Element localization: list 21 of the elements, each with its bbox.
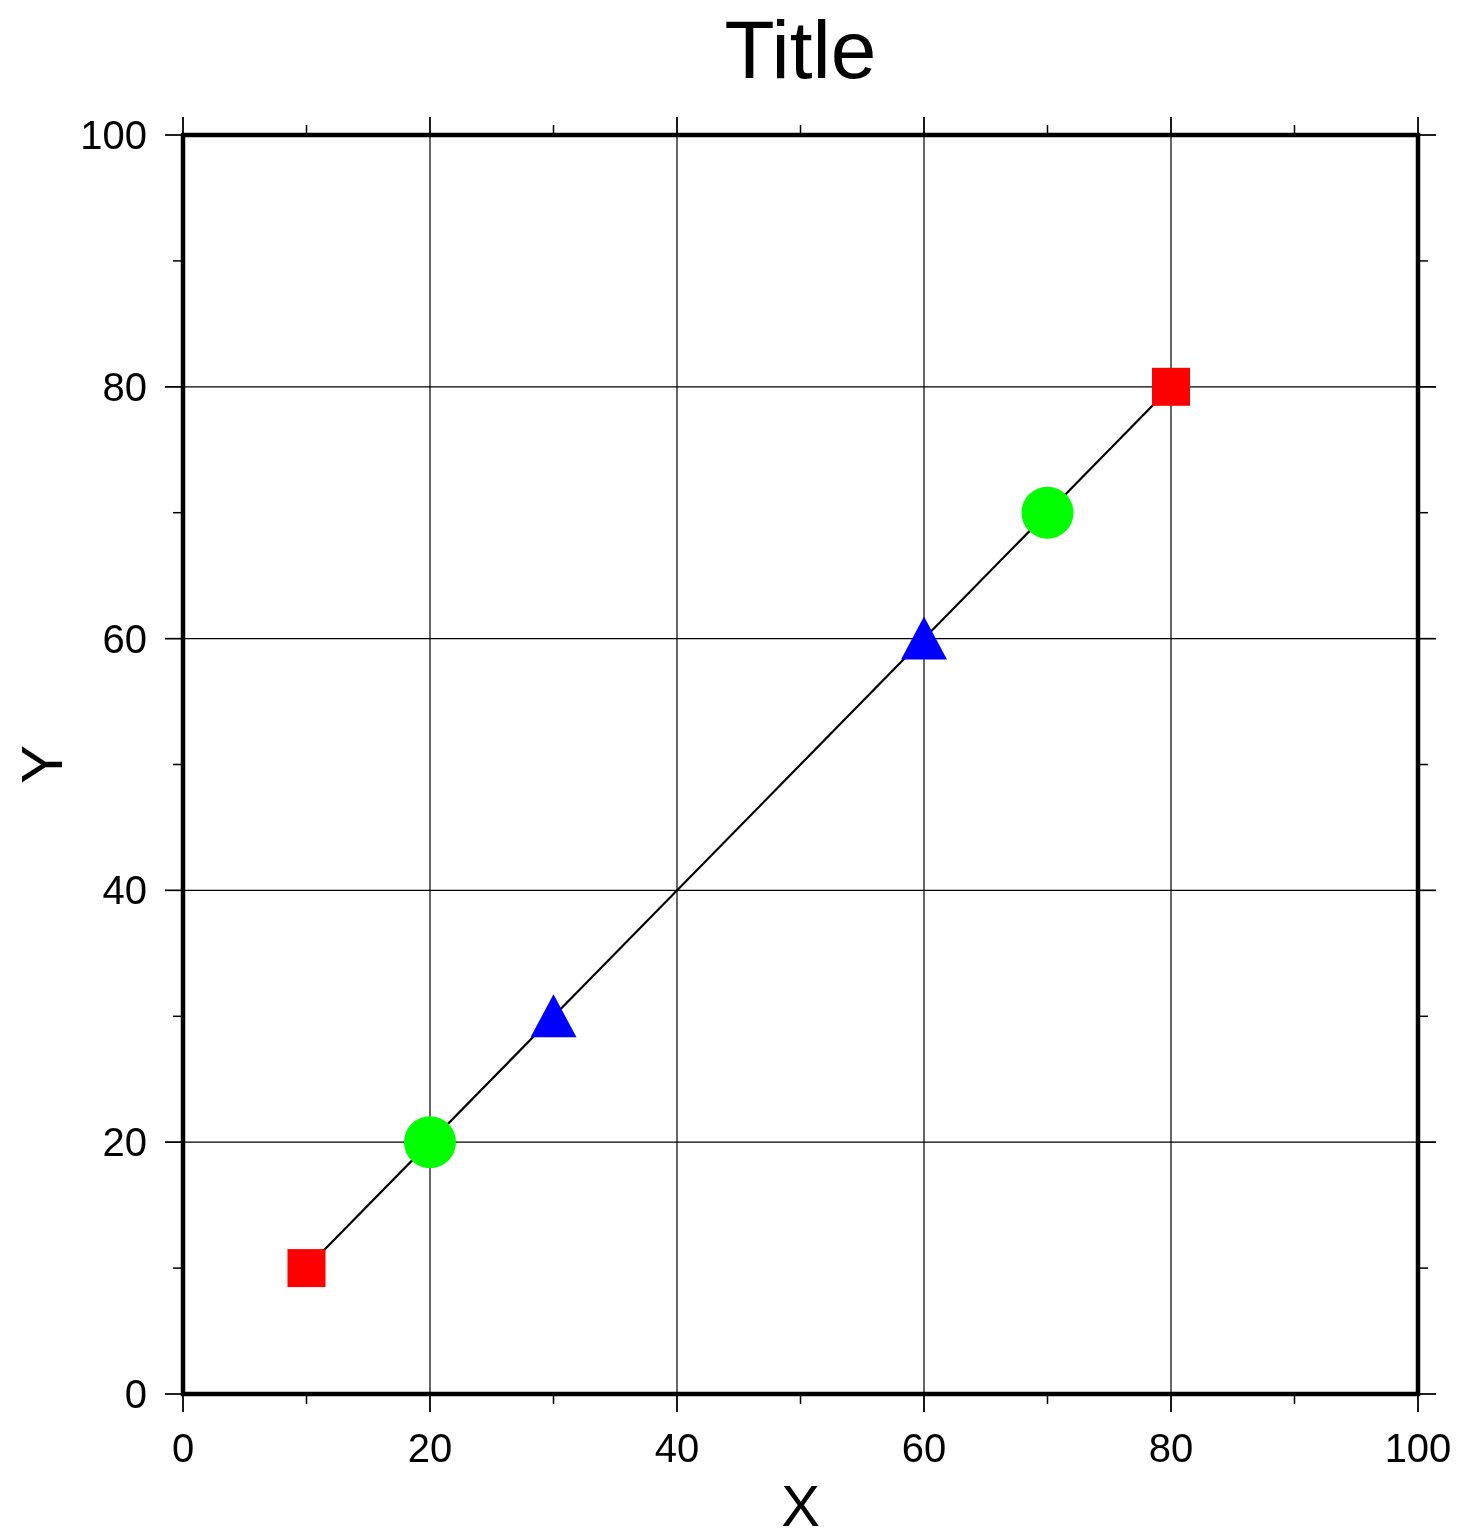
x-tick-label: 100 <box>1384 1426 1452 1470</box>
point <box>1152 367 1190 406</box>
x-tick-label: 0 <box>171 1426 195 1470</box>
x-tick-label: 20 <box>407 1426 453 1470</box>
y-tick-label: 20 <box>102 1120 147 1165</box>
x-tick-label: 40 <box>654 1426 700 1470</box>
point <box>287 1249 326 1288</box>
point <box>901 616 947 660</box>
point <box>1021 486 1074 539</box>
y-axis-title: Y <box>9 745 74 784</box>
x-tick-label: 60 <box>901 1426 947 1470</box>
point <box>530 994 577 1038</box>
y-tick-label: 60 <box>102 616 147 661</box>
y-tick-label: 40 <box>102 868 147 913</box>
x-axis-title: X <box>781 1473 820 1536</box>
point <box>404 1116 456 1169</box>
y-tick-label: 100 <box>80 113 147 157</box>
chart-title: Title <box>724 4 877 95</box>
x-tick-label: 80 <box>1148 1426 1194 1470</box>
y-tick-label: 0 <box>124 1372 147 1416</box>
y-tick-label: 80 <box>102 364 147 409</box>
